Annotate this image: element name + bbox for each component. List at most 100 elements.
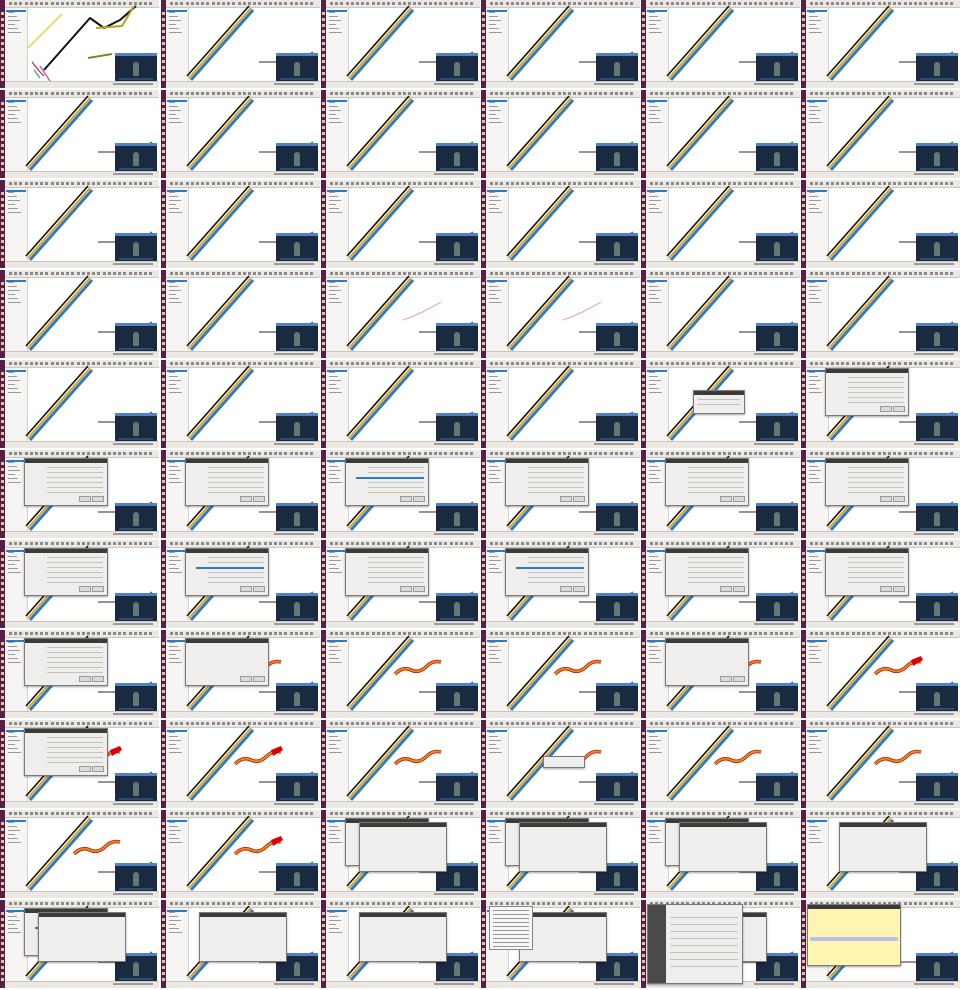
dock-icon: [322, 204, 325, 207]
ok-button[interactable]: [413, 586, 425, 592]
ok-button[interactable]: [733, 586, 745, 592]
cancel-button[interactable]: [400, 586, 412, 592]
cancel-button[interactable]: [240, 586, 252, 592]
cancel-button[interactable]: [79, 496, 91, 502]
coordinate-readout: [594, 893, 634, 895]
cancel-button[interactable]: [79, 766, 91, 772]
cancel-button[interactable]: [720, 676, 732, 682]
ok-button[interactable]: [92, 586, 104, 592]
layer-entry: [8, 122, 21, 123]
road-orange-stripe: [668, 7, 732, 79]
ok-button[interactable]: [92, 766, 104, 772]
ok-button[interactable]: [253, 586, 265, 592]
webcam-overlay: [436, 233, 478, 262]
tool-icon: [289, 182, 293, 185]
tool-icon: [599, 182, 603, 185]
map-canvas[interactable]: [801, 180, 960, 268]
cancel-button[interactable]: [560, 496, 572, 502]
road-blue-stripe: [189, 189, 255, 261]
map-canvas[interactable]: [641, 180, 800, 268]
cancel-button[interactable]: [79, 676, 91, 682]
tool-icon: [335, 92, 339, 95]
dock-icon: [322, 120, 325, 123]
dock-icon: [1, 36, 4, 39]
cancel-button[interactable]: [560, 586, 572, 592]
cancel-button[interactable]: [880, 406, 892, 412]
layer-entry: [809, 102, 815, 103]
tool-icon: [14, 272, 18, 275]
tool-icon: [392, 182, 396, 185]
tool-icon: [665, 182, 669, 185]
dock-icon: [642, 72, 645, 75]
cancel-button[interactable]: [720, 496, 732, 502]
tool-icon: [908, 2, 912, 5]
tool-icon: [578, 2, 582, 5]
layer-entry: [329, 208, 339, 209]
dock-icon: [482, 24, 485, 27]
cancel-button[interactable]: [720, 586, 732, 592]
map-canvas[interactable]: [481, 0, 640, 88]
tool-icon: [815, 182, 819, 185]
cancel-button[interactable]: [240, 496, 252, 502]
ok-button[interactable]: [253, 676, 265, 682]
form-row: [528, 477, 584, 478]
status-bar: [486, 261, 640, 268]
status-bar: [166, 801, 320, 808]
ok-button[interactable]: [893, 586, 905, 592]
ok-button[interactable]: [733, 676, 745, 682]
ok-button[interactable]: [92, 676, 104, 682]
ok-button[interactable]: [253, 496, 265, 502]
tool-icon: [300, 182, 303, 185]
tool-icon: [888, 182, 891, 185]
dock-icon: [162, 318, 165, 321]
red-pointer-arrow: [911, 656, 923, 666]
dock-icon: [642, 78, 645, 81]
cancel-button[interactable]: [79, 586, 91, 592]
layer-entry: [489, 16, 498, 17]
webcam-overlay: [115, 503, 157, 532]
form-row: [47, 747, 103, 748]
ok-button[interactable]: [92, 496, 104, 502]
road-orange-stripe: [508, 7, 572, 79]
ok-button[interactable]: [573, 586, 585, 592]
tool-icon: [305, 2, 309, 5]
layer-entry: [8, 28, 18, 29]
cancel-button[interactable]: [880, 496, 892, 502]
cancel-button[interactable]: [400, 496, 412, 502]
tool-icon: [356, 182, 359, 185]
teal-line: [33, 69, 41, 79]
dialog-titlebar: [666, 549, 748, 553]
ok-button[interactable]: [893, 406, 905, 412]
tool-icon: [263, 272, 267, 275]
tool-icon: [196, 272, 199, 275]
map-canvas[interactable]: [0, 180, 159, 268]
dock-icon: [1, 330, 4, 333]
ok-button[interactable]: [733, 496, 745, 502]
ok-button[interactable]: [893, 496, 905, 502]
status-bar: [646, 891, 800, 898]
presenter-figure: [934, 152, 940, 166]
road-blue-stripe: [669, 729, 735, 801]
map-canvas[interactable]: [0, 0, 159, 88]
tool-icon: [289, 2, 293, 5]
layer-entry: [8, 110, 20, 111]
tool-icon: [35, 272, 38, 275]
ok-button[interactable]: [573, 496, 585, 502]
road-orange-stripe: [348, 727, 412, 799]
dock-icon: [802, 258, 805, 261]
dialog-titlebar: [360, 823, 446, 827]
cancel-button[interactable]: [880, 586, 892, 592]
status-bar: [5, 621, 159, 628]
screenshot-thumbnail: [641, 180, 800, 268]
dock-icon: [1, 48, 4, 51]
map-canvas[interactable]: [481, 180, 640, 268]
ok-button[interactable]: [413, 496, 425, 502]
tool-icon: [294, 182, 298, 185]
dialog-titlebar: [186, 639, 268, 643]
cancel-button[interactable]: [240, 676, 252, 682]
tool-icon: [950, 2, 954, 5]
desk-shape: [280, 258, 314, 260]
screenshot-thumbnail: [801, 540, 960, 628]
dock-icon: [802, 108, 805, 111]
toolbar: [5, 90, 159, 98]
